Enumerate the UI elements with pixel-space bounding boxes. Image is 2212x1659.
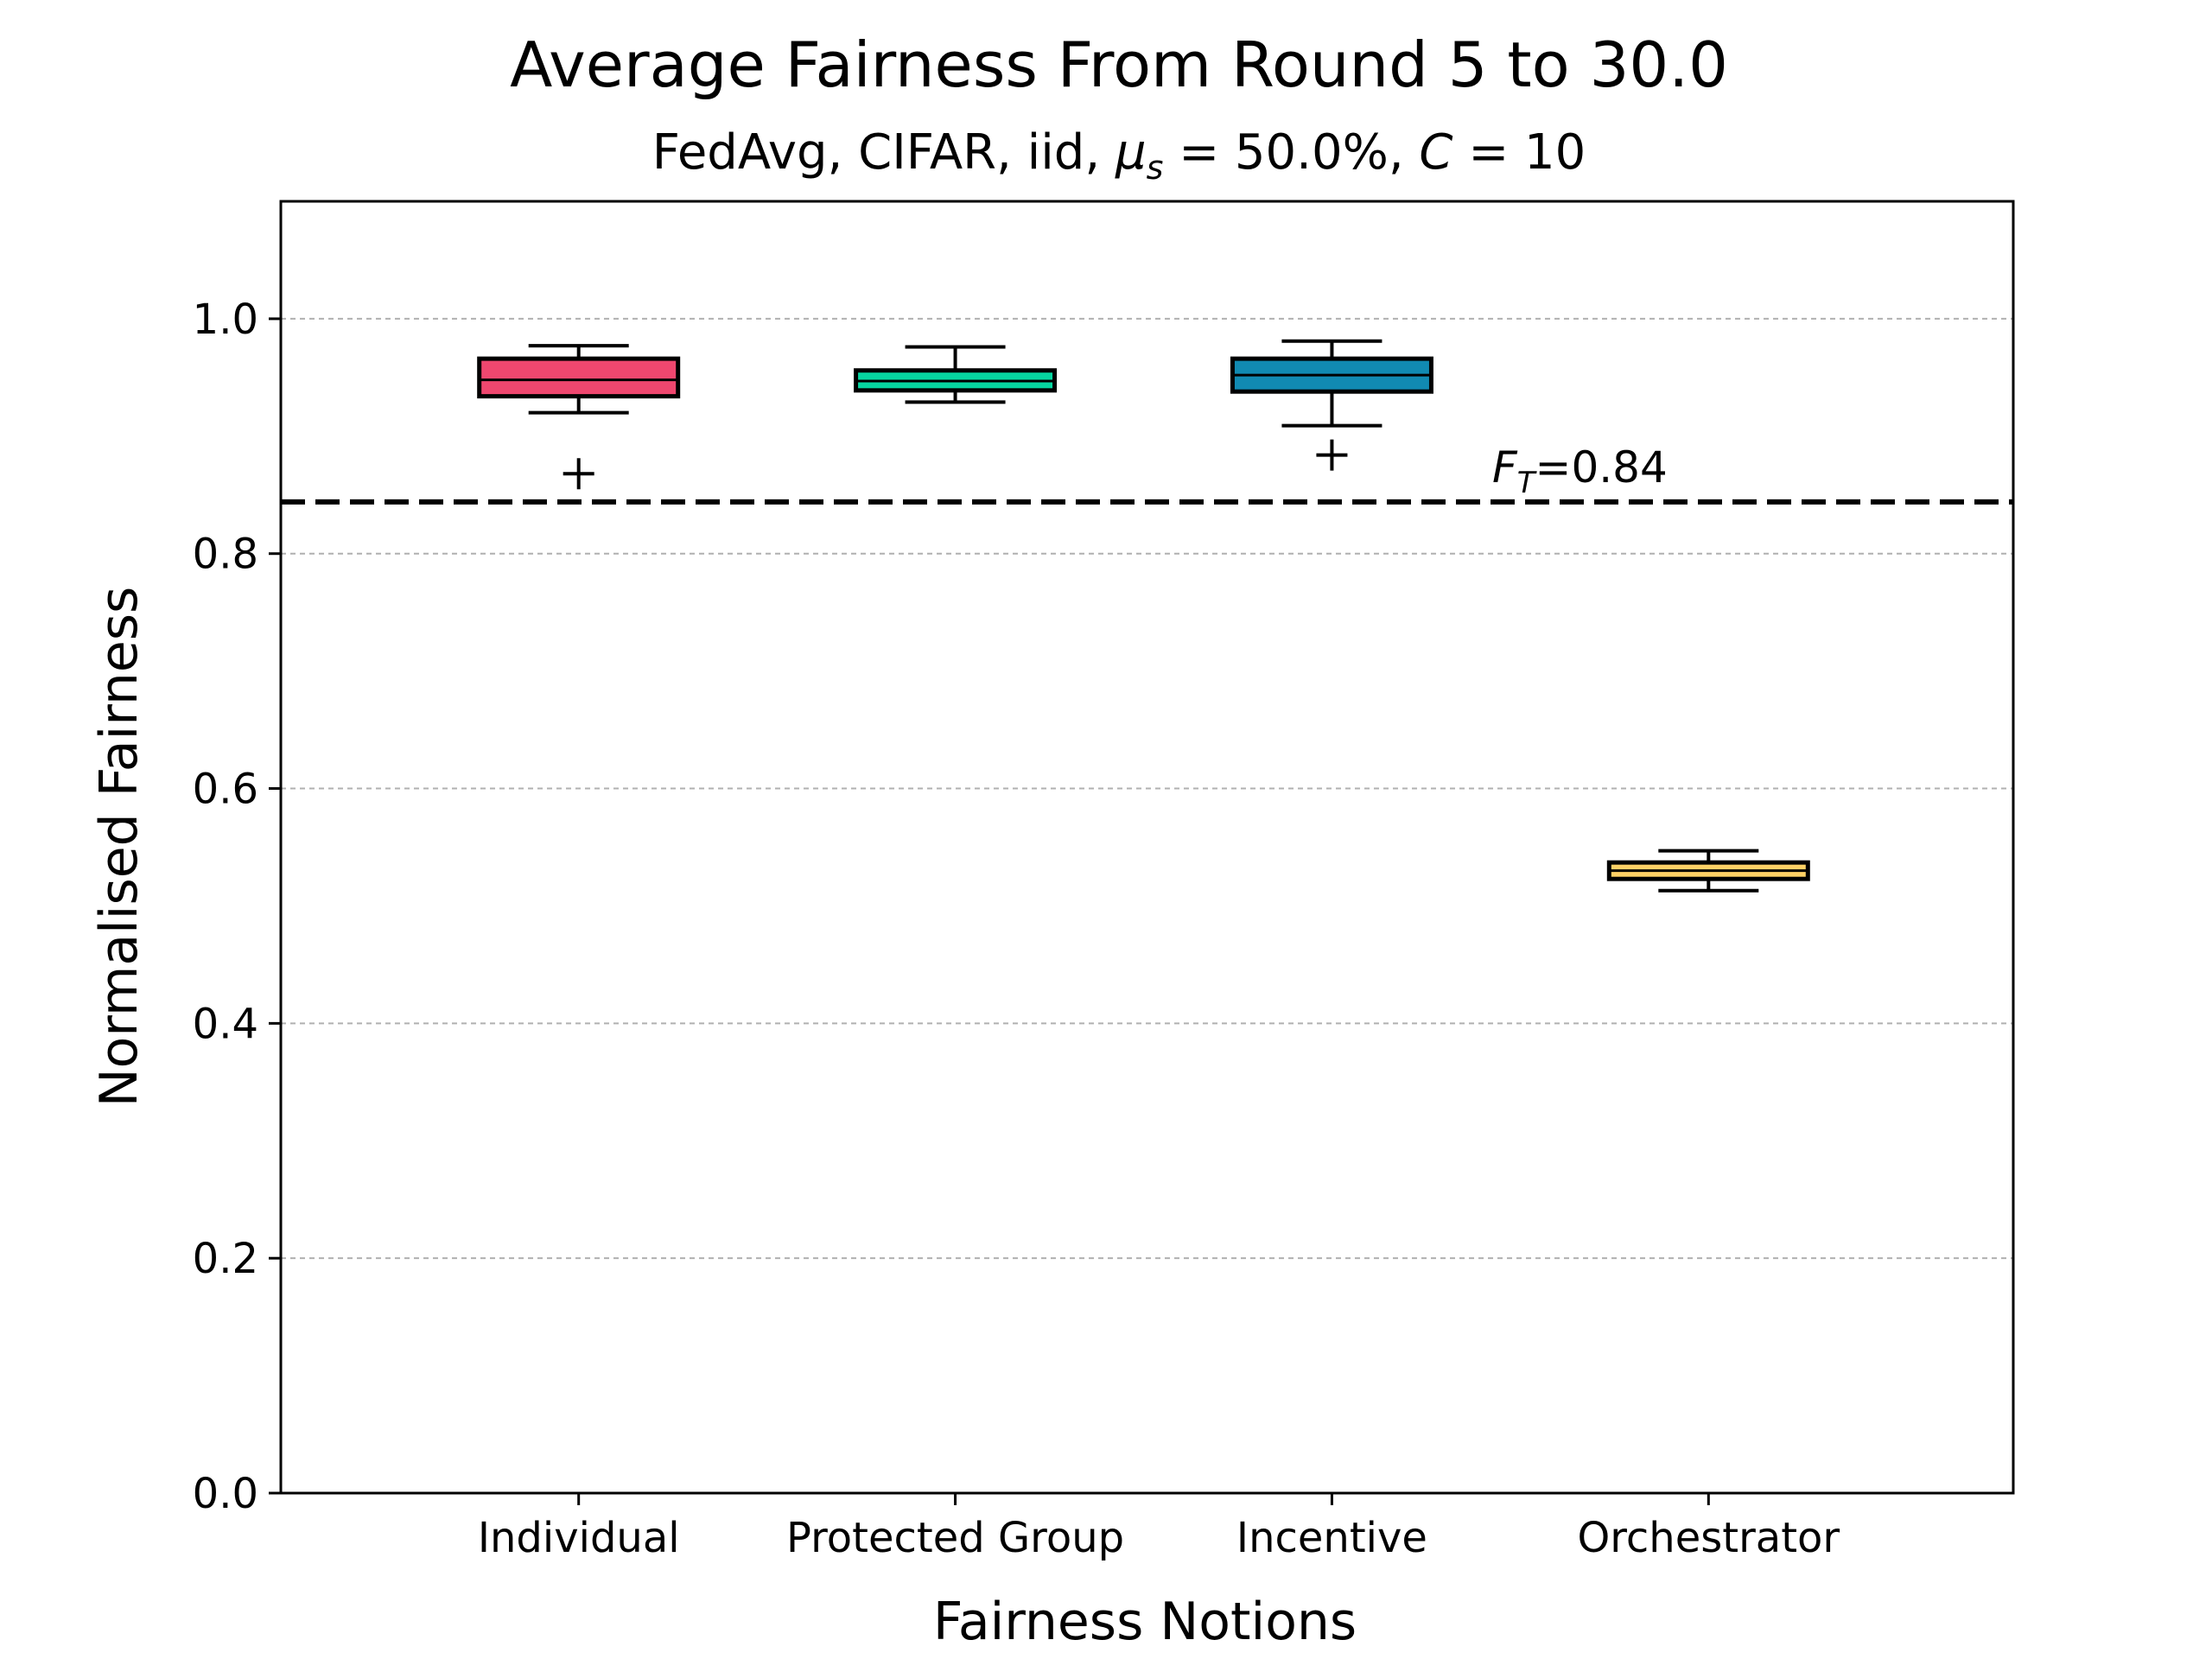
outlier-marker [563, 458, 594, 490]
x-tick-label: Incentive [1236, 1514, 1427, 1562]
box-orchestrator [1606, 849, 1810, 893]
box-body [477, 356, 681, 399]
box-incentive [1230, 339, 1433, 471]
y-tick-label: 0.8 [193, 531, 258, 579]
y-tick-label: 0.2 [193, 1235, 258, 1283]
y-tick-label: 1.0 [193, 296, 258, 344]
x-tick-label: Protected Group [786, 1514, 1124, 1562]
y-axis-ticks: 0.0 0.2 0.4 0.6 0.8 1.0 [193, 296, 281, 1518]
threshold-line-group: FT=0.84 [281, 442, 2013, 505]
y-axis-label: Normalised Fairness [89, 587, 149, 1108]
box-individual [477, 344, 681, 490]
chart-title: Average Fairness From Round 5 to 30.0 [510, 29, 1728, 101]
x-axis-label: Fairness Notions [933, 1592, 1357, 1652]
y-tick-label: 0.6 [193, 766, 258, 814]
plot-frame [279, 200, 2015, 1495]
y-tick-label: 0.4 [193, 1000, 258, 1048]
box-protected-group [854, 345, 1058, 404]
chart-subtitle: FedAvg, CIFAR, iid, μs = 50.0%, C = 10 [652, 124, 1586, 187]
gridlines [281, 317, 2013, 1260]
outlier-marker [1316, 439, 1348, 471]
box-plots [477, 339, 1810, 893]
x-tick-label: Individual [478, 1514, 680, 1562]
y-tick-label: 0.0 [193, 1470, 258, 1518]
x-tick-label: Orchestrator [1577, 1514, 1840, 1562]
threshold-label: FT=0.84 [1492, 442, 1668, 500]
x-axis-ticks: Individual Protected Group Incentive Orches… [478, 1493, 1840, 1562]
